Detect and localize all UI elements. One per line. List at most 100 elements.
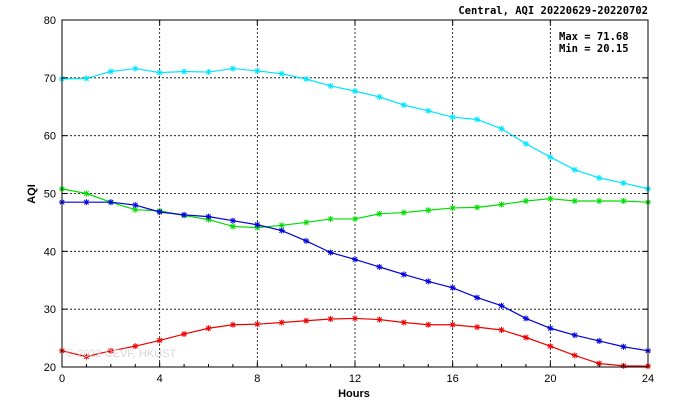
y-tick-label: 50 xyxy=(44,189,56,201)
data-point xyxy=(181,68,188,75)
x-tick-label: 20 xyxy=(544,373,556,385)
data-point xyxy=(547,343,554,350)
data-point xyxy=(278,319,285,326)
data-point xyxy=(303,237,310,244)
data-point xyxy=(571,332,578,339)
data-point xyxy=(400,209,407,216)
data-point xyxy=(498,302,505,309)
data-point xyxy=(303,219,310,226)
data-point xyxy=(474,116,481,123)
y-tick-label: 60 xyxy=(44,131,56,143)
data-point xyxy=(474,324,481,331)
data-point xyxy=(181,211,188,218)
data-point xyxy=(229,321,236,328)
x-tick-label: 24 xyxy=(642,373,654,385)
data-point xyxy=(522,198,529,205)
data-point xyxy=(278,222,285,229)
data-point xyxy=(327,315,334,322)
x-tick-label: 12 xyxy=(349,373,361,385)
y-tick-label: 30 xyxy=(44,304,56,316)
data-point xyxy=(620,198,627,205)
data-point xyxy=(352,315,358,322)
max-stat: Max = 71.68 xyxy=(559,31,629,43)
data-point xyxy=(400,319,407,326)
chart-title: Central, AQI 20220629-20220702 xyxy=(458,5,648,17)
y-axis-label: AQI xyxy=(26,184,38,204)
data-point xyxy=(107,68,114,75)
data-point xyxy=(474,204,481,211)
data-point xyxy=(376,93,383,100)
y-tick-label: 20 xyxy=(44,362,56,374)
data-point xyxy=(132,202,139,209)
data-point xyxy=(376,316,383,323)
data-point xyxy=(254,321,261,328)
data-point xyxy=(229,217,236,224)
data-point xyxy=(205,213,212,220)
data-point xyxy=(596,198,603,205)
x-tick-label: 8 xyxy=(254,373,260,385)
data-point xyxy=(132,343,139,350)
data-point xyxy=(254,67,261,74)
data-point xyxy=(107,347,114,354)
data-point xyxy=(498,201,505,208)
y-tick-label: 40 xyxy=(44,246,56,258)
x-axis-label: Hours xyxy=(338,388,370,400)
data-point xyxy=(181,331,188,338)
data-point xyxy=(352,215,358,222)
data-point xyxy=(303,317,310,324)
data-point xyxy=(547,154,554,161)
data-point xyxy=(449,114,456,121)
data-point xyxy=(400,102,407,109)
data-point xyxy=(620,180,627,187)
data-point xyxy=(449,284,456,291)
y-tick-label: 80 xyxy=(44,15,56,27)
data-point xyxy=(425,207,432,214)
data-point xyxy=(522,315,529,322)
data-point xyxy=(205,69,212,76)
data-point xyxy=(498,326,505,333)
x-tick-label: 0 xyxy=(59,373,65,385)
data-point xyxy=(571,198,578,205)
data-point xyxy=(83,353,90,360)
data-point xyxy=(352,88,358,95)
series-3 xyxy=(59,315,651,370)
data-point xyxy=(107,199,114,206)
data-point xyxy=(132,206,139,213)
data-point xyxy=(400,271,407,278)
data-point xyxy=(327,249,334,256)
axis-ticks: 0 4 8 12 16 20 24 20 30 40 50 60 70 80 xyxy=(44,15,654,385)
watermark: © 2022 CEVF, HKUST xyxy=(66,348,176,360)
data-point xyxy=(571,166,578,173)
data-point xyxy=(449,204,456,211)
data-point xyxy=(229,223,236,230)
grid-lines xyxy=(62,20,648,367)
data-point xyxy=(376,210,383,217)
data-point xyxy=(522,140,529,147)
data-point xyxy=(352,256,358,263)
data-point xyxy=(425,278,432,285)
data-point xyxy=(205,325,212,332)
data-point xyxy=(547,195,554,202)
y-tick-label: 70 xyxy=(44,73,56,85)
data-point xyxy=(596,174,603,181)
data-point xyxy=(425,107,432,114)
data-point xyxy=(83,75,90,82)
data-point xyxy=(620,343,627,350)
data-point xyxy=(83,190,90,197)
data-point xyxy=(449,321,456,328)
series-layer xyxy=(59,65,651,370)
x-tick-label: 4 xyxy=(157,373,163,385)
data-point xyxy=(571,352,578,359)
data-point xyxy=(474,294,481,301)
data-point xyxy=(498,125,505,132)
data-point xyxy=(229,65,236,72)
data-point xyxy=(83,199,90,206)
data-point xyxy=(547,325,554,332)
data-point xyxy=(156,209,163,216)
data-point xyxy=(278,70,285,77)
data-point xyxy=(254,221,261,228)
data-point xyxy=(522,334,529,341)
data-point xyxy=(327,215,334,222)
data-point xyxy=(278,227,285,234)
